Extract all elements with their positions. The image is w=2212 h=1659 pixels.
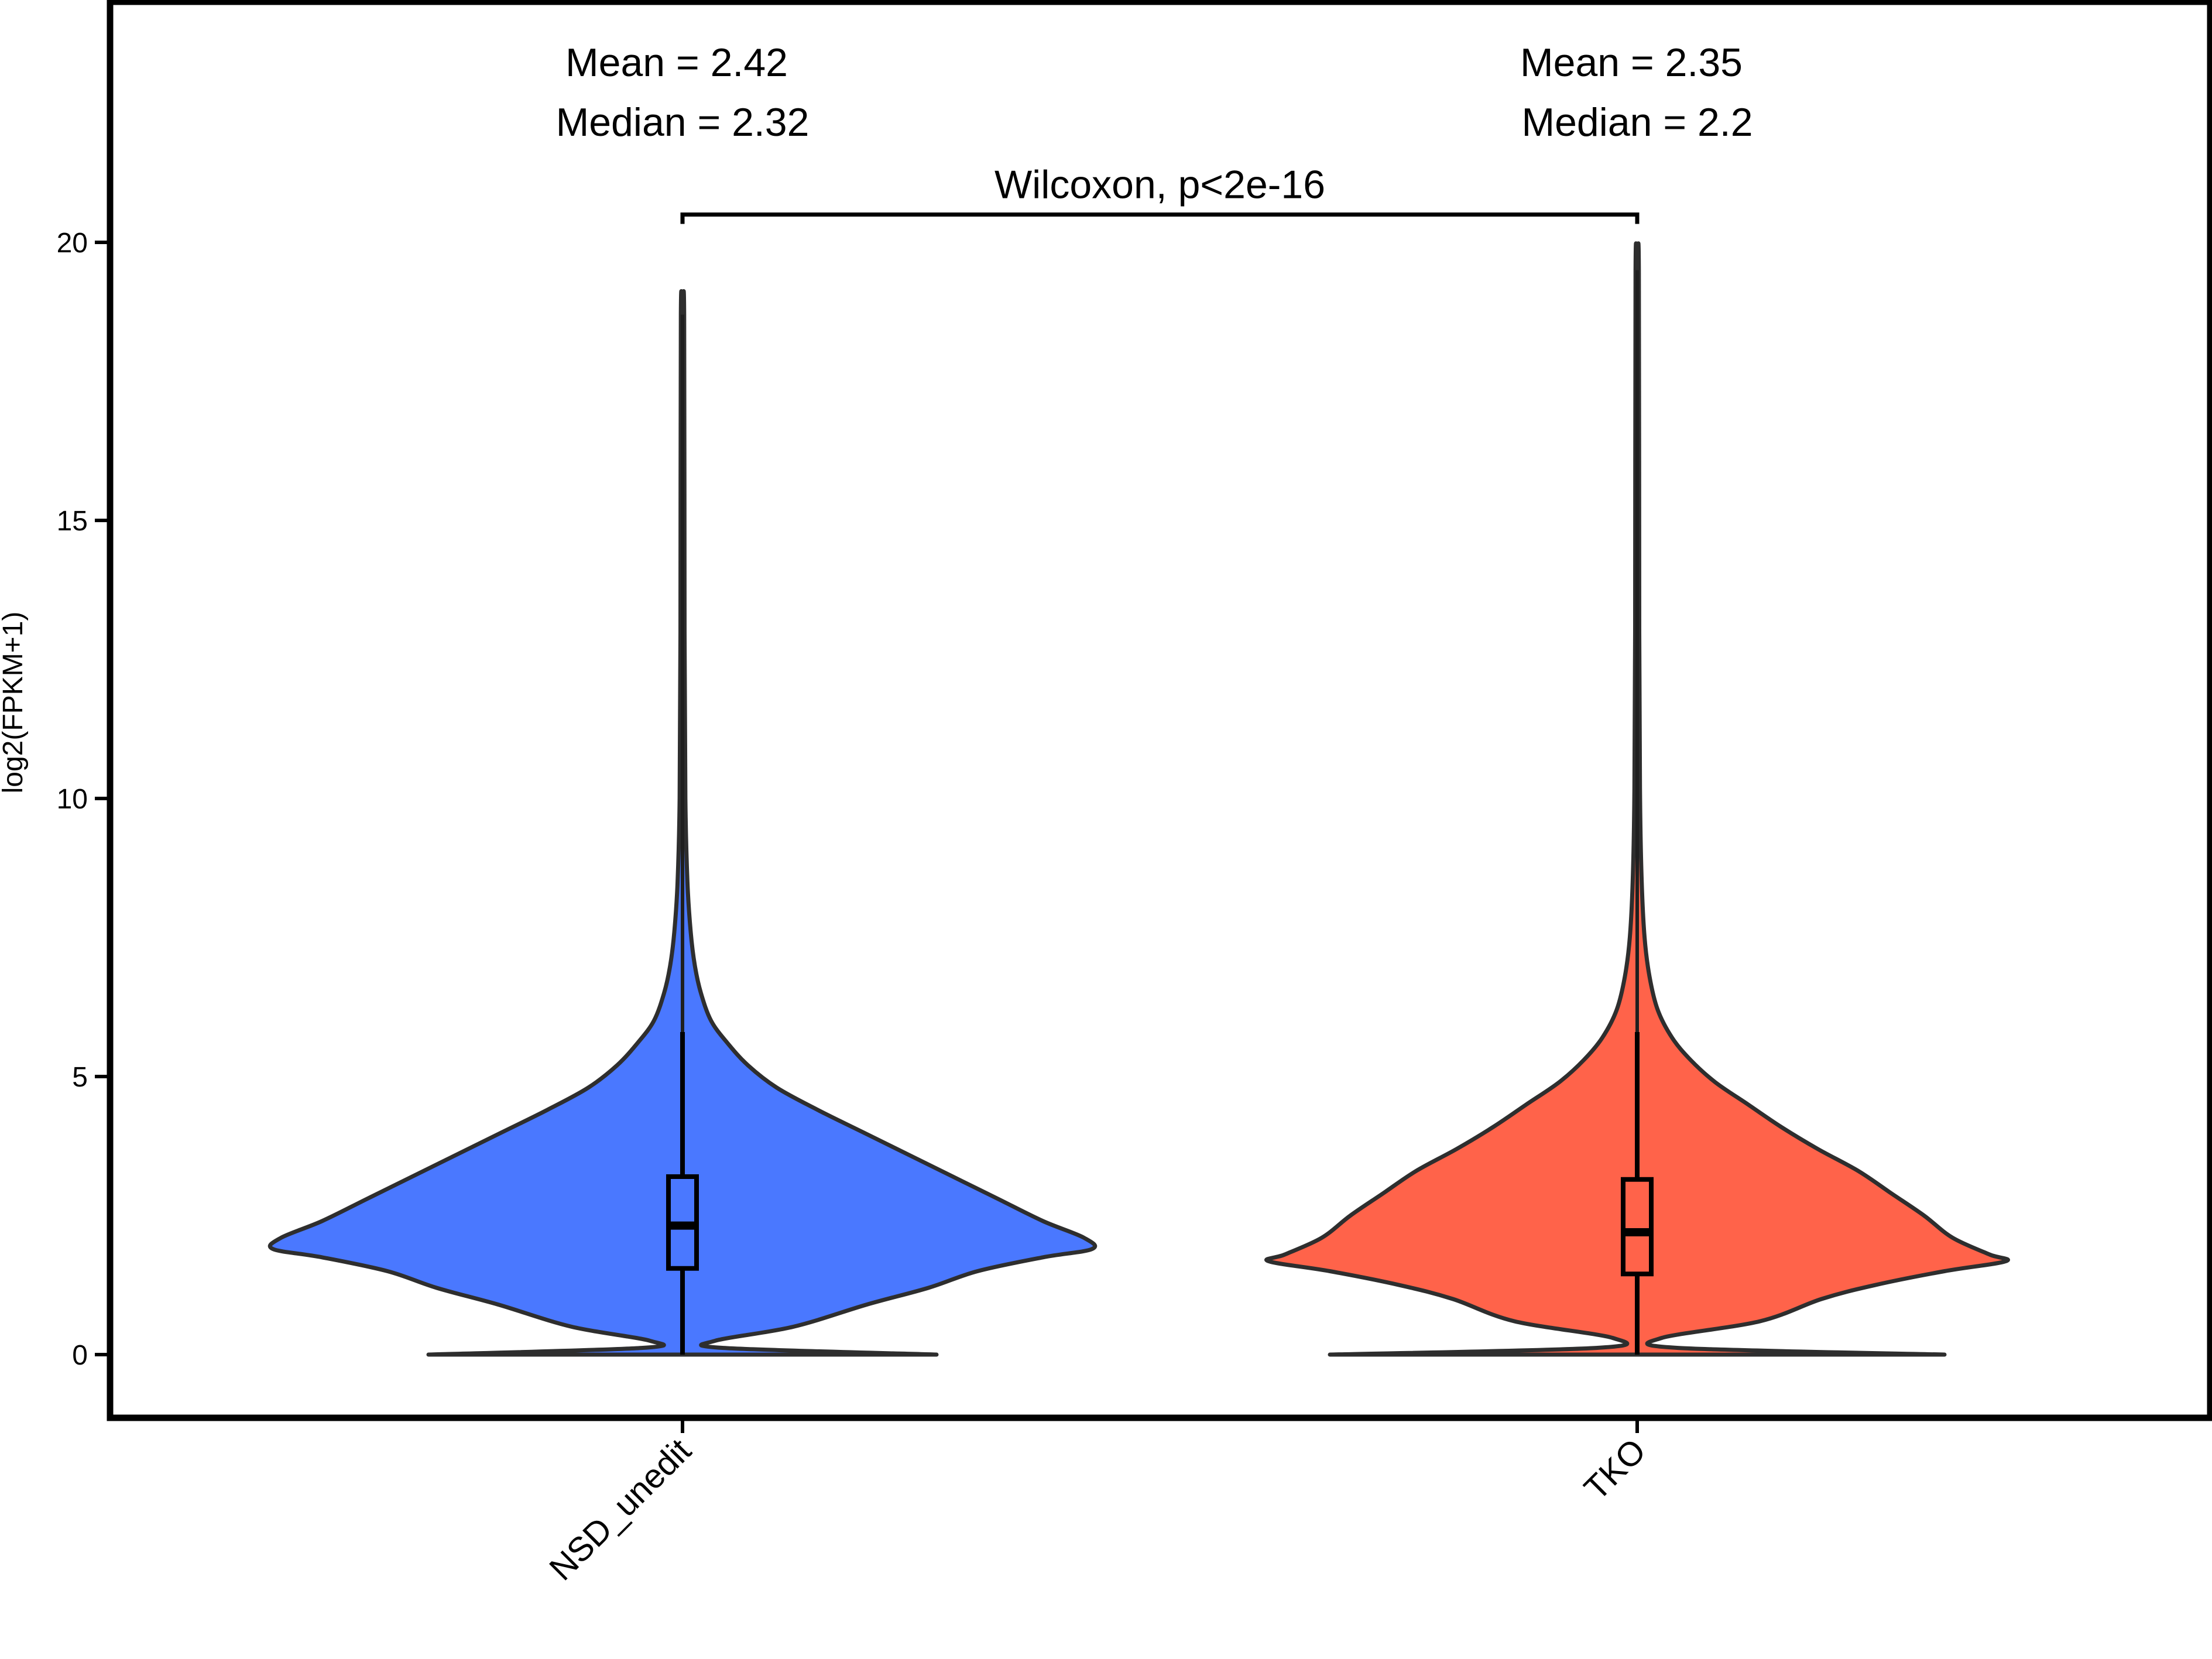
y-tick-label-0: 0 bbox=[72, 1340, 88, 1371]
mean-label-NSD_unedit: Mean = 2.42 bbox=[565, 40, 788, 85]
comparison-label: Wilcoxon, p<2e-16 bbox=[994, 163, 1325, 207]
x-tick-label-TKO: TKO bbox=[1577, 1431, 1653, 1507]
mean-label-TKO: Mean = 2.35 bbox=[1520, 40, 1743, 85]
boxplots-layer bbox=[666, 270, 1654, 1355]
plot-panel-border bbox=[107, 0, 2212, 1421]
y-axis-title: log2(FPKM+1) bbox=[0, 612, 29, 794]
y-tick-label-5: 5 bbox=[72, 1062, 88, 1093]
y-tick-label-10: 10 bbox=[57, 784, 88, 815]
comparison-bracket bbox=[680, 212, 1640, 224]
violins-layer bbox=[268, 241, 2010, 1357]
box-TKO bbox=[1621, 1177, 1654, 1277]
x-tick-label-NSD_unedit: NSD_unedit bbox=[542, 1431, 698, 1588]
y-tick-label-15: 15 bbox=[57, 506, 88, 537]
y-axis: 0 5 10 15 20 bbox=[57, 228, 110, 1371]
annotations-layer: Mean = 2.42 Median = 2.32 Mean = 2.35 Media… bbox=[556, 40, 1753, 224]
x-axis: NSD_unedit TKO bbox=[542, 1418, 1653, 1588]
y-tick-label-20: 20 bbox=[57, 228, 88, 259]
median-label-TKO: Median = 2.2 bbox=[1521, 100, 1753, 145]
median-label-NSD_unedit: Median = 2.32 bbox=[556, 100, 810, 145]
